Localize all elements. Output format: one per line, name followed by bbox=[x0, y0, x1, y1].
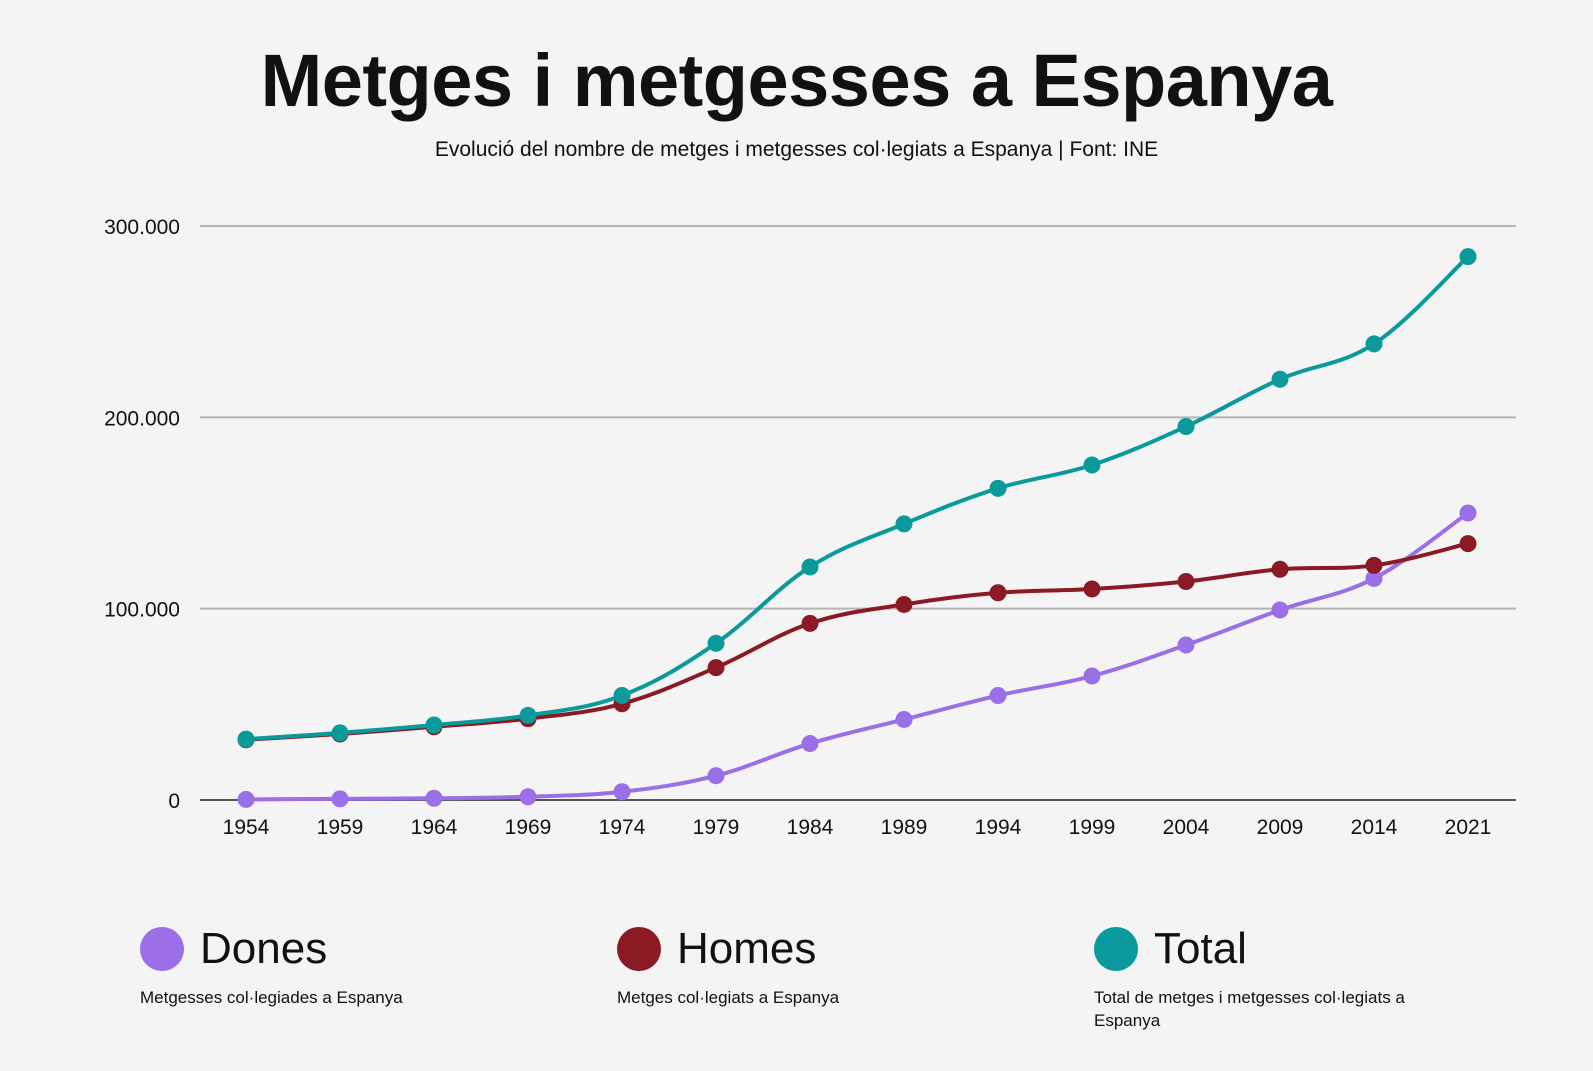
x-tick-label: 2004 bbox=[1163, 816, 1210, 839]
y-tick-label: 300.000 bbox=[104, 216, 180, 239]
data-point bbox=[801, 735, 819, 753]
x-tick-label: 1969 bbox=[505, 816, 552, 839]
data-point bbox=[1271, 560, 1289, 578]
legend-dot-homes-icon bbox=[617, 927, 661, 971]
y-tick-label: 100.000 bbox=[104, 599, 180, 622]
legend-name: Total bbox=[1154, 924, 1247, 973]
data-point bbox=[1177, 418, 1195, 436]
data-point bbox=[1459, 504, 1477, 522]
legend-name: Homes bbox=[677, 924, 817, 973]
data-point bbox=[801, 558, 819, 576]
chart-subtitle: Evolució del nombre de metges i metgesse… bbox=[434, 138, 1159, 161]
x-tick-label: 2014 bbox=[1351, 816, 1398, 839]
data-point bbox=[895, 710, 913, 728]
series-group bbox=[237, 248, 1477, 808]
series-line bbox=[245, 255, 1470, 742]
data-point bbox=[989, 479, 1007, 497]
data-point bbox=[1271, 370, 1289, 388]
x-tick-label: 1964 bbox=[411, 816, 458, 839]
data-point bbox=[1177, 636, 1195, 654]
data-point bbox=[1083, 667, 1101, 685]
data-point bbox=[801, 614, 819, 632]
data-point bbox=[425, 789, 443, 807]
data-point bbox=[237, 790, 255, 808]
x-tick-label: 2021 bbox=[1445, 816, 1492, 839]
data-point bbox=[1083, 456, 1101, 474]
data-point bbox=[989, 687, 1007, 705]
data-point bbox=[1365, 569, 1383, 587]
data-point bbox=[613, 783, 631, 801]
y-tick-label: 0 bbox=[168, 790, 180, 813]
chart-title: Metges i metgesses a Espanya bbox=[260, 39, 1333, 122]
data-point bbox=[1459, 248, 1477, 266]
data-point bbox=[707, 767, 725, 785]
grid-lines bbox=[200, 225, 1516, 801]
legend-name: Dones bbox=[200, 924, 328, 973]
data-point bbox=[1271, 601, 1289, 619]
legend-description: Metges col·legiats a Espanya bbox=[617, 988, 840, 1007]
x-tick-label: 1994 bbox=[975, 816, 1022, 839]
legend-description: Metgesses col·legiades a Espanya bbox=[140, 988, 403, 1007]
legend-description: Total de metges i metgesses col·legiats … bbox=[1094, 988, 1405, 1030]
legend-dot-total-icon bbox=[1094, 927, 1138, 971]
legend-dot-dones-icon bbox=[140, 927, 184, 971]
data-point bbox=[989, 584, 1007, 602]
data-point bbox=[519, 706, 537, 724]
x-tick-label: 1974 bbox=[599, 816, 646, 839]
data-point bbox=[1459, 535, 1477, 553]
series-homes bbox=[237, 535, 1477, 749]
x-tick-label: 1959 bbox=[317, 816, 364, 839]
series-total bbox=[237, 248, 1477, 748]
data-point bbox=[613, 687, 631, 705]
x-tick-label: 1989 bbox=[881, 816, 928, 839]
data-point bbox=[1177, 572, 1195, 590]
x-tick-label: 1999 bbox=[1069, 816, 1116, 839]
x-axis: 1954 1959 1964 1969 1974 1979 1984 1989 1994 1999… bbox=[223, 816, 1492, 839]
data-point bbox=[895, 515, 913, 533]
x-tick-label: 2009 bbox=[1257, 816, 1304, 839]
data-point bbox=[1365, 556, 1383, 574]
data-point bbox=[331, 724, 349, 742]
data-point bbox=[1365, 335, 1383, 353]
data-point bbox=[895, 595, 913, 613]
data-point bbox=[519, 788, 537, 806]
data-point bbox=[707, 634, 725, 652]
x-tick-label: 1984 bbox=[787, 816, 834, 839]
data-point bbox=[707, 659, 725, 677]
series-line bbox=[245, 511, 1470, 802]
series-dones bbox=[237, 504, 1477, 808]
data-point bbox=[331, 790, 349, 808]
data-point bbox=[425, 716, 443, 734]
x-tick-label: 1954 bbox=[223, 816, 270, 839]
x-tick-label: 1979 bbox=[693, 816, 740, 839]
data-point bbox=[1083, 580, 1101, 598]
y-tick-label: 200.000 bbox=[104, 407, 180, 430]
y-axis: 0 100.000 200.000 300.000 bbox=[104, 216, 180, 813]
data-point bbox=[237, 730, 255, 748]
